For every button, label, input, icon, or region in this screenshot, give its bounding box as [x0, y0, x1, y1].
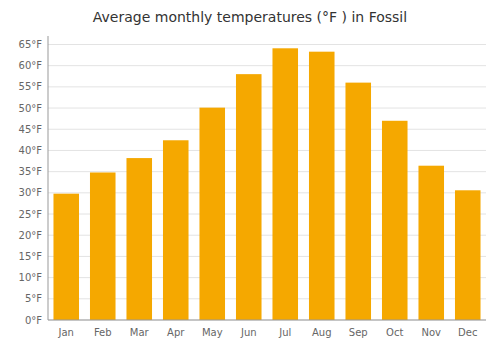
bar	[382, 121, 408, 320]
y-tick-label: 20°F	[19, 230, 43, 241]
x-tick-label: Dec	[458, 327, 477, 338]
y-tick-label: 15°F	[19, 251, 43, 262]
y-tick-label: 40°F	[19, 145, 43, 156]
x-tick-label: May	[202, 327, 223, 338]
x-axis-line	[48, 320, 486, 321]
bar	[455, 190, 481, 320]
title: Average monthly temperatures (°F ) in Fo…	[93, 9, 407, 25]
y-tick-label: 60°F	[19, 60, 43, 71]
bar	[236, 74, 262, 320]
bar	[90, 172, 116, 320]
x-tick-label: Sep	[349, 327, 368, 338]
y-tick-label: 30°F	[19, 187, 43, 198]
x-tick-label: Jun	[240, 327, 257, 338]
y-tick-label: 5°F	[25, 293, 42, 304]
chart: Average monthly temperatures (°F ) in Fo…	[0, 0, 500, 350]
y-tick-label: 55°F	[19, 81, 43, 92]
x-tick-label: Nov	[421, 327, 441, 338]
x-tick-label: Jan	[58, 327, 74, 338]
x-tick-label: Aug	[312, 327, 332, 338]
bar	[199, 108, 225, 320]
bars	[53, 48, 480, 320]
x-tick-label: Oct	[386, 327, 403, 338]
y-tick-label: 25°F	[19, 209, 43, 220]
bar	[418, 166, 444, 320]
y-tick-label: 50°F	[19, 103, 43, 114]
y-tick-label: 45°F	[19, 124, 43, 135]
chart-container: Average monthly temperatures (°F ) in Fo…	[0, 0, 500, 350]
grid-line	[48, 86, 486, 87]
bar	[309, 52, 335, 320]
bar	[126, 158, 152, 320]
grid-line	[48, 320, 486, 321]
grid-line	[48, 44, 486, 45]
x-tick-label: Mar	[130, 327, 150, 338]
grid-line	[48, 65, 486, 66]
y-tick-label: 65°F	[19, 39, 43, 50]
bar	[272, 48, 298, 320]
y-tick-label: 35°F	[19, 166, 43, 177]
bar	[345, 83, 371, 320]
grid-line	[48, 129, 486, 130]
bar	[163, 140, 189, 320]
grid-line	[48, 150, 486, 151]
y-axis-line	[48, 36, 49, 320]
grid	[48, 44, 486, 320]
bar	[53, 194, 79, 320]
grid-line	[48, 108, 486, 109]
x-tick-label: Apr	[167, 327, 185, 338]
x-tick-label: Feb	[94, 327, 112, 338]
y-tick-label: 0°F	[25, 315, 42, 326]
x-tick-label: Jul	[278, 327, 291, 338]
y-tick-label: 10°F	[19, 272, 43, 283]
